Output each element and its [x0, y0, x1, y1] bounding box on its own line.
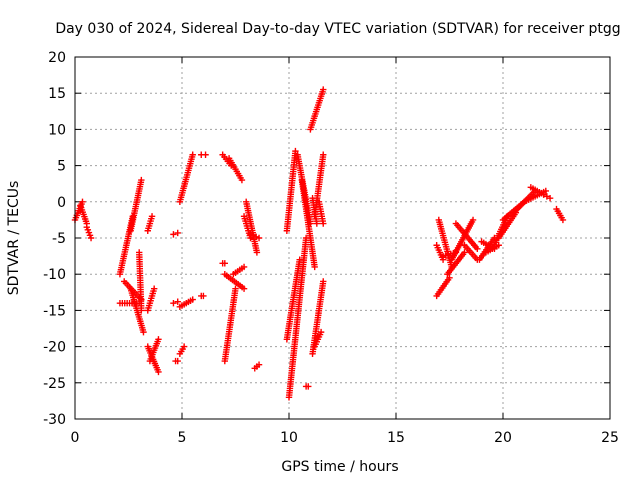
x-tick-label: 0: [71, 430, 80, 446]
data-points: [71, 86, 567, 401]
chart-title: Day 030 of 2024, Sidereal Day-to-day VTE…: [55, 21, 620, 37]
data-point: [240, 285, 248, 292]
data-point: [155, 368, 162, 376]
data-point: [200, 292, 207, 300]
y-tick-label: -5: [52, 231, 66, 247]
data-point: [546, 194, 554, 202]
y-tick-label: -30: [43, 412, 66, 428]
data-point: [247, 231, 254, 238]
y-tick-label: -25: [43, 376, 66, 392]
data-point: [446, 274, 453, 282]
data-point: [474, 245, 481, 253]
y-tick-label: 5: [57, 159, 66, 175]
data-point: [255, 234, 263, 242]
y-tick-label: -15: [43, 303, 66, 319]
data-point: [320, 151, 327, 158]
y-axis-label: SDTVAR / TECUs: [6, 181, 22, 296]
data-point: [221, 260, 228, 267]
data-point: [252, 233, 260, 240]
tick-layer: 0 5 10 15 20 25 -30 -25 -20 -15 -10 -5 0 5 10 15 20: [43, 50, 619, 446]
data-point: [174, 229, 181, 237]
data-point: [79, 198, 86, 205]
data-point: [140, 328, 147, 336]
data-point: [320, 220, 327, 227]
y-tick-label: 20: [48, 50, 66, 66]
x-tick-label: 20: [494, 430, 512, 446]
data-point: [232, 285, 239, 292]
data-point: [174, 357, 181, 365]
y-tick-label: 10: [48, 122, 66, 138]
data-point: [189, 296, 196, 303]
data-point: [542, 187, 549, 195]
data-point: [255, 361, 263, 368]
data-point: [87, 234, 95, 242]
x-axis-label: GPS time / hours: [281, 459, 398, 475]
data-point: [174, 298, 181, 305]
data-point: [202, 151, 209, 158]
data-point: [189, 151, 196, 158]
data-point: [317, 328, 325, 336]
x-tick-label: 5: [178, 430, 187, 446]
data-point: [180, 343, 188, 350]
data-point: [155, 336, 162, 343]
data-point: [150, 285, 158, 292]
data-point: [559, 216, 567, 224]
x-tick-label: 10: [280, 430, 298, 446]
data-point: [138, 176, 145, 184]
x-tick-label: 15: [387, 430, 405, 446]
data-point: [170, 299, 177, 307]
data-point: [495, 242, 502, 249]
data-point: [320, 278, 327, 285]
data-point: [313, 220, 321, 227]
data-point: [305, 383, 312, 390]
data-point: [240, 263, 248, 271]
data-point: [543, 193, 551, 200]
data-point: [311, 263, 318, 271]
data-point: [320, 86, 327, 93]
data-point: [540, 191, 547, 198]
y-tick-label: -20: [43, 340, 66, 356]
data-point: [253, 249, 261, 256]
data-point: [148, 213, 156, 220]
data-point: [238, 176, 246, 184]
data-point: [292, 147, 299, 155]
data-point: [250, 232, 257, 239]
y-tick-label: 0: [57, 195, 66, 211]
plot-frame: [74, 56, 611, 420]
data-point: [138, 307, 145, 314]
y-tick-label: -10: [43, 267, 66, 283]
x-tick-label: 25: [601, 430, 619, 446]
y-tick-label: 15: [48, 86, 66, 102]
data-point: [461, 249, 468, 256]
data-point: [170, 231, 177, 238]
data-point: [469, 216, 477, 224]
